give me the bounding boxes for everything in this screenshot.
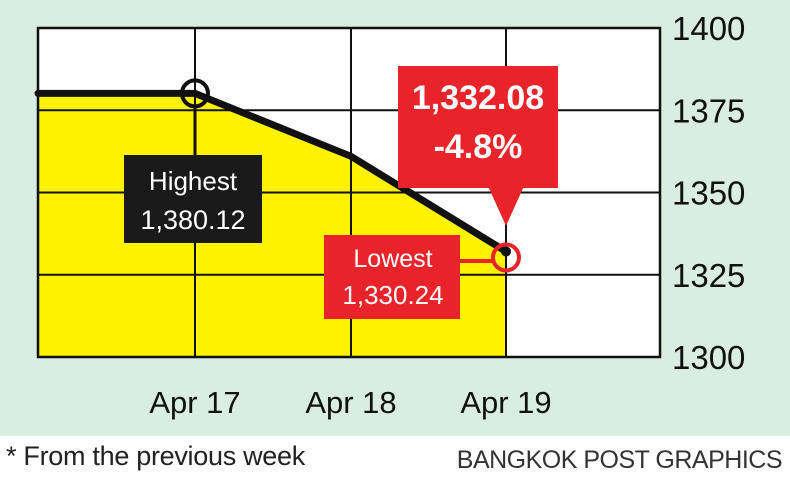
footnote: * From the previous week: [6, 441, 305, 471]
close-box: [398, 66, 558, 188]
y-tick-label-3: 1325: [672, 257, 745, 294]
y-tick-labels: 1400 1375 1350 1325 1300: [672, 10, 745, 376]
close-callout: 1,332.08 -4.8%: [398, 66, 558, 226]
highest-value: 1,380.12: [140, 205, 245, 235]
x-tick-label-1: Apr 18: [305, 385, 396, 420]
series-line: [34, 89, 510, 255]
x-tick-label-2: Apr 19: [460, 385, 551, 420]
lowest-box: [324, 235, 460, 319]
lowest-value: 1,330.24: [342, 280, 443, 310]
plot-frame: [36, 26, 662, 359]
close-pointer: [488, 186, 524, 226]
highest-box: [124, 155, 262, 243]
highest-callout: Highest 1,380.12: [124, 106, 262, 243]
lowest-label: Lowest: [353, 245, 432, 273]
y-tick-label-1: 1375: [672, 92, 745, 129]
x-tick-label-0: Apr 17: [149, 385, 240, 420]
x-tick-labels: Apr 17 Apr 18 Apr 19: [149, 385, 551, 420]
close-change: -4.8%: [434, 128, 523, 166]
y-tick-label-2: 1350: [672, 175, 745, 212]
footer-bar: [0, 436, 790, 484]
close-value: 1,332.08: [412, 79, 544, 117]
y-tick-label-4: 1300: [672, 339, 745, 376]
credit: BANGKOK POST GRAPHICS: [456, 446, 783, 474]
close-point: [501, 246, 511, 257]
lowest-marker: [491, 242, 521, 273]
highest-label: Highest: [149, 166, 238, 196]
y-tick-label-0: 1400: [672, 10, 745, 47]
lowest-callout: Lowest 1,330.24: [324, 235, 494, 319]
